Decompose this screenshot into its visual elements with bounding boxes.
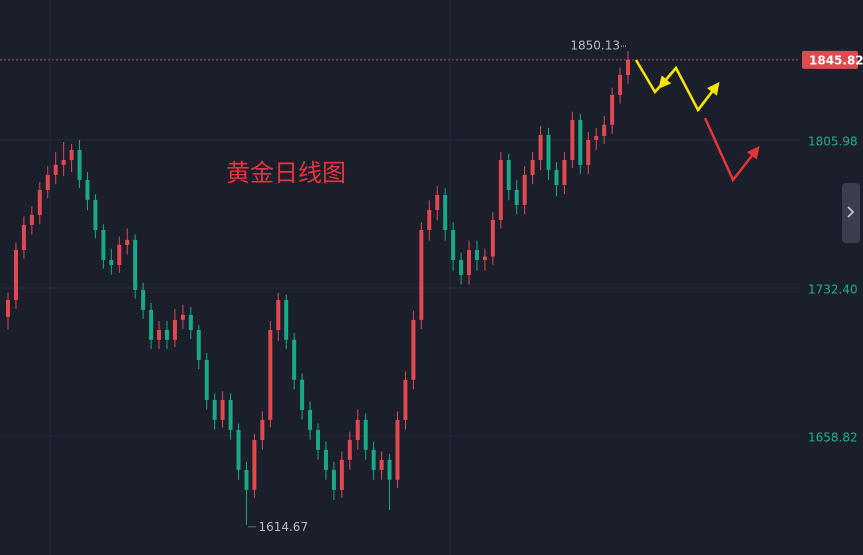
candle-body (252, 439, 257, 490)
candle-body (538, 134, 543, 161)
candle-body (292, 339, 297, 380)
candle-body (13, 249, 18, 301)
collapse-icon[interactable] (847, 206, 855, 218)
candle-body (546, 134, 551, 170)
candle-body (618, 74, 623, 95)
candle-body (562, 160, 567, 185)
candle-body (363, 419, 368, 450)
high-label: 1850.13 (570, 39, 620, 53)
y-tick-label: 1658.82 (808, 430, 858, 444)
candle-body (395, 419, 400, 480)
candle-body (323, 449, 328, 470)
candle-body (610, 94, 615, 125)
candle-body (117, 244, 122, 266)
candle-body (101, 230, 106, 260)
candle-body (204, 359, 209, 400)
candle-body (300, 379, 305, 411)
candle-body (459, 259, 464, 275)
candle-body (578, 120, 583, 165)
candle-body (284, 300, 289, 340)
candle-body (514, 190, 519, 205)
candle-body (308, 410, 313, 430)
candle-body (236, 429, 241, 470)
candle-body (379, 459, 384, 470)
candle-body (53, 164, 58, 175)
candle-body (554, 169, 559, 185)
candle-body (347, 439, 352, 460)
candle-body (260, 419, 265, 440)
candle-body (602, 124, 607, 136)
candle-body (474, 249, 479, 260)
candles (6, 51, 630, 525)
candle-body (21, 224, 26, 250)
candle-body (411, 319, 416, 380)
candle-body (387, 459, 392, 480)
candle-body (594, 135, 599, 140)
candle-body (29, 214, 34, 225)
last-price-box (802, 50, 858, 69)
candle-body (443, 195, 448, 231)
candle-body (586, 139, 591, 165)
candle-body (268, 329, 273, 420)
candle-body (482, 256, 487, 260)
candle-body (403, 379, 408, 420)
candle-body (212, 399, 217, 420)
candle-body (188, 314, 193, 330)
candle-body (355, 419, 360, 440)
candle-body (228, 399, 233, 430)
candle-body (172, 319, 177, 340)
y-tick-label: 1805.98 (808, 134, 858, 148)
candle-body (196, 329, 201, 360)
candle-body (490, 219, 495, 257)
candle-body (522, 174, 527, 205)
candle-body (180, 314, 185, 320)
last-price-label: 1845.82 (809, 53, 863, 67)
price-labels: 1658.82 1732.40 1805.98 1879.56 1850.13 1614.… (248, 0, 863, 534)
collapse-button[interactable] (842, 183, 860, 243)
y-tick-label: 1732.40 (808, 282, 858, 296)
projection-arrow (703, 117, 760, 183)
candle-body (149, 309, 154, 340)
candle-body (77, 149, 82, 180)
candle-body (506, 160, 511, 191)
candle-body (467, 249, 472, 275)
candle-body (427, 209, 432, 231)
candle-body (45, 174, 50, 191)
candle-body (6, 300, 10, 317)
low-label: 1614.67 (258, 520, 308, 534)
candle-body (626, 59, 630, 75)
candle-body (133, 239, 138, 290)
projection-arrow (658, 67, 677, 89)
candle-body (498, 160, 503, 220)
candle-body (157, 329, 162, 340)
y-tick-label: 1879.56 (808, 0, 858, 1)
candle-body (244, 469, 249, 490)
candle-body (61, 160, 66, 165)
candle-body (85, 179, 90, 200)
candle-body (331, 469, 336, 490)
candle-body (339, 459, 344, 490)
candle-body (451, 230, 456, 260)
candle-body (141, 289, 146, 310)
candle-body (570, 120, 575, 161)
candle-body (220, 399, 225, 420)
candle-body (276, 300, 281, 330)
candle-body (530, 160, 535, 175)
candle-body (435, 195, 440, 210)
candle-body (371, 449, 376, 470)
projection-arrow (697, 82, 720, 111)
candle-body (93, 199, 98, 231)
candle-body (37, 190, 42, 215)
candle-body (419, 230, 424, 320)
candle-body (69, 149, 74, 161)
candle-body (109, 259, 114, 266)
candle-body (125, 239, 130, 245)
chart-title: 黄金日线图 (226, 159, 346, 187)
candle-body (316, 429, 320, 450)
candle-body (164, 329, 169, 340)
